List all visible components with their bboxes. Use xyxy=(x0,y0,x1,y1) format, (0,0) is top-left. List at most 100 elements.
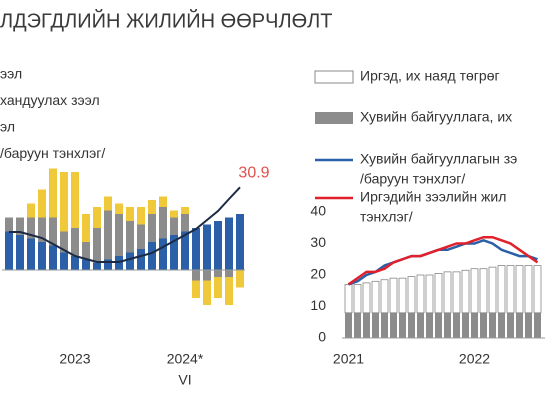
bar xyxy=(488,266,497,314)
y-tick-label: 10 xyxy=(310,297,326,313)
bar xyxy=(181,214,189,232)
bar xyxy=(192,228,200,270)
bar xyxy=(344,284,353,314)
bar xyxy=(225,270,233,277)
bar xyxy=(408,312,415,338)
bar xyxy=(137,207,145,225)
bar xyxy=(372,312,379,338)
bar xyxy=(5,217,13,232)
bar xyxy=(461,269,470,314)
bar xyxy=(49,217,57,246)
bar xyxy=(71,228,79,256)
bar xyxy=(115,214,123,256)
bar xyxy=(170,235,178,270)
bar xyxy=(159,238,167,270)
bar xyxy=(515,265,524,314)
bar xyxy=(479,268,488,314)
bar xyxy=(516,312,523,338)
legend-label: тэнхлэг/ xyxy=(360,209,413,225)
line xyxy=(348,239,538,286)
bar xyxy=(354,312,361,338)
bar xyxy=(381,312,388,338)
bar xyxy=(407,276,416,314)
bar xyxy=(533,265,542,314)
bar xyxy=(398,277,407,314)
bar xyxy=(93,228,101,263)
x-tick-sublabel: VI xyxy=(178,372,191,388)
bar xyxy=(480,312,487,338)
bar xyxy=(444,312,451,338)
bar xyxy=(126,252,134,270)
bar xyxy=(60,172,68,232)
bar xyxy=(214,277,222,298)
bar xyxy=(524,265,533,314)
y-tick-label: 20 xyxy=(310,266,326,282)
bar xyxy=(170,210,178,218)
bar xyxy=(426,312,433,338)
bar xyxy=(345,312,352,338)
bar xyxy=(93,263,101,270)
bar xyxy=(390,312,397,338)
bar xyxy=(27,238,35,270)
bar xyxy=(170,217,178,235)
bar xyxy=(82,214,90,242)
bar xyxy=(5,231,13,270)
bar xyxy=(82,259,90,270)
bar xyxy=(192,270,200,281)
bar xyxy=(104,259,112,270)
bar xyxy=(462,312,469,338)
bar xyxy=(452,271,461,314)
legend-label: эл xyxy=(0,119,15,135)
bar xyxy=(453,312,460,338)
chart-title: ЛДЭГДЛИЙН ЖИЛИЙН ӨӨРЧЛӨЛТ xyxy=(0,8,332,32)
x-tick-label: 2022 xyxy=(459,351,490,367)
bar xyxy=(192,280,200,298)
bar xyxy=(181,231,189,270)
legend-swatch xyxy=(314,70,354,84)
bar xyxy=(137,224,145,249)
bar xyxy=(470,268,479,314)
bar xyxy=(399,312,406,338)
bar xyxy=(236,214,244,270)
bar xyxy=(60,231,68,253)
bar xyxy=(417,312,424,338)
y-tick-label: 0 xyxy=(318,329,326,345)
bar xyxy=(71,172,79,228)
bar xyxy=(71,256,79,270)
bar xyxy=(159,207,167,239)
bar xyxy=(353,284,362,314)
bar xyxy=(203,224,211,270)
bar xyxy=(380,279,389,314)
bar xyxy=(225,217,233,270)
bar xyxy=(60,252,68,270)
bar xyxy=(137,249,145,270)
bar xyxy=(159,196,167,207)
legend-label: хандуулах зээл xyxy=(0,92,100,108)
bar xyxy=(534,312,541,338)
bar xyxy=(416,274,425,314)
legend-label: /баруун тэнхлэг/ xyxy=(0,145,105,161)
bar xyxy=(38,242,46,270)
bar xyxy=(148,242,156,270)
bar xyxy=(27,217,35,239)
bar xyxy=(126,207,134,221)
bar xyxy=(49,168,57,218)
bar xyxy=(225,277,233,305)
legend-label: Иргэдийн зээлийн жил xyxy=(360,189,506,205)
bar xyxy=(49,245,57,270)
y-tick-label: 30 xyxy=(310,234,326,250)
x-tick-label: 2023 xyxy=(59,351,90,367)
bar xyxy=(425,274,434,314)
bar xyxy=(203,270,211,281)
bar xyxy=(507,312,514,338)
bar xyxy=(27,203,35,218)
data-label: 30.9 xyxy=(238,165,269,182)
bar xyxy=(363,312,370,338)
bar xyxy=(93,207,101,228)
bar xyxy=(389,277,398,314)
bar xyxy=(115,203,123,214)
bar xyxy=(434,273,443,314)
bar xyxy=(16,235,24,270)
bar xyxy=(371,280,380,314)
bar xyxy=(38,217,46,242)
